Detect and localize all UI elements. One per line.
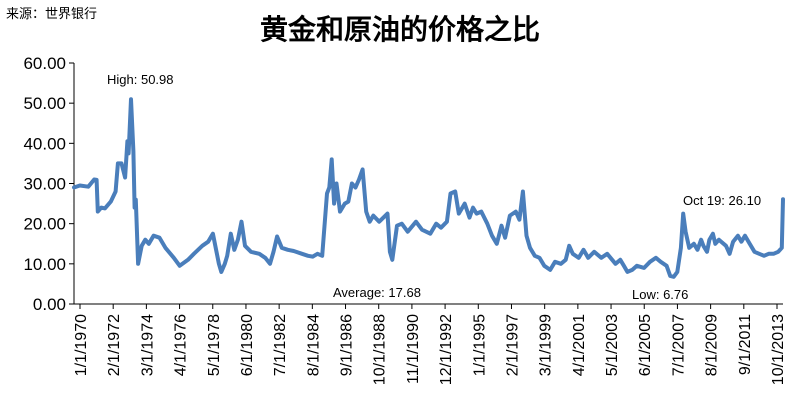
x-tick-label: 12/1/1992 [438, 314, 455, 385]
x-tick-label: 2/1/1972 [106, 314, 123, 376]
x-tick-label: 1/1/1970 [73, 314, 90, 376]
x-tick-label: 9/1/2011 [737, 314, 754, 375]
x-tick-label: 6/1/2005 [637, 314, 654, 376]
x-tick-label: 7/1/1982 [272, 314, 289, 376]
y-tick-label: 0.00 [33, 295, 66, 314]
x-tick-label: 2/1/1997 [504, 314, 521, 376]
y-tick-label: 30.00 [23, 175, 66, 194]
x-tick-label: 10/1/2013 [770, 314, 787, 385]
x-tick-label: 4/1/1976 [173, 314, 190, 376]
chart-title: 黄金和原油的价格之比 [259, 13, 540, 46]
y-tick-labels: 0.00 10.00 20.00 30.00 40.00 50.00 60.00 [23, 54, 66, 314]
x-tick-label: 9/1/1986 [339, 314, 356, 376]
y-tick-label: 10.00 [23, 255, 66, 274]
annotations: High: 50.98 Average: 17.68 Low: 6.76 Oct 19… [107, 72, 761, 302]
annotation-label: Oct 19: 26.10 [683, 193, 761, 208]
chart-axes [69, 62, 783, 309]
x-tick-label: 3/1/1974 [139, 314, 156, 376]
y-tick-label: 40.00 [23, 134, 66, 153]
y-tick-label: 60.00 [23, 54, 66, 73]
annotation-label: Low: 6.76 [632, 287, 688, 302]
x-tick-label: 5/1/2003 [604, 314, 621, 376]
x-tick-label: 10/1/1988 [372, 314, 389, 385]
x-tick-label: 8/1/2009 [704, 314, 721, 376]
x-tick-label: 1/1/1995 [471, 314, 488, 376]
x-tick-label: 6/1/1980 [239, 314, 256, 376]
source-label: 来源：世界银行 [6, 7, 98, 22]
annotation-label: High: 50.98 [107, 72, 174, 87]
y-tick-label: 20.00 [23, 215, 66, 234]
x-tick-label: 8/1/1984 [305, 314, 322, 376]
series-line [72, 97, 785, 279]
x-tick-labels: 1/1/1970 2/1/1972 3/1/1974 4/1/1976 5/1/1978… [73, 314, 787, 385]
x-tick-label: 7/1/2007 [670, 314, 687, 376]
y-tick-label: 50.00 [23, 94, 66, 113]
x-tick-label: 3/1/1999 [538, 314, 555, 376]
annotation-label: Average: 17.68 [333, 285, 421, 300]
x-tick-label: 4/1/2001 [571, 314, 588, 376]
x-tick-label: 5/1/1978 [206, 314, 223, 376]
x-tick-label: 11/1/1990 [405, 314, 422, 384]
